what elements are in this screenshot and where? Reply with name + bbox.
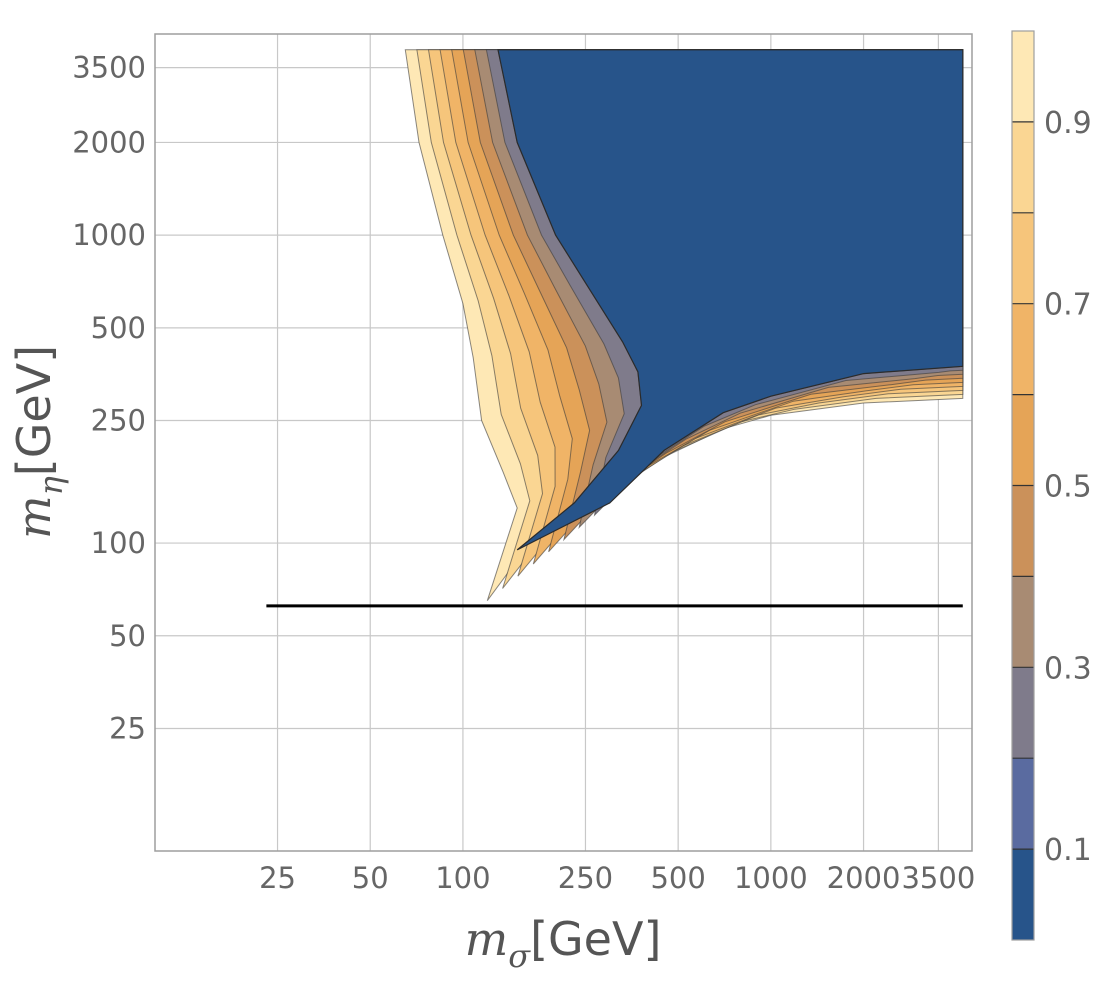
colorbar-segment-0: [1012, 849, 1034, 940]
colorbar: 0.1 0.3 0.5 0.7 0.9: [1011, 30, 1092, 941]
y-tick-label-1: 50: [109, 619, 146, 653]
x-tick-label-5: 1000: [734, 861, 808, 895]
y-tick-label-3: 250: [91, 404, 146, 438]
x-tick-label-6: 2000: [827, 861, 901, 895]
colorbar-tick-label-4: 0.9: [1044, 106, 1092, 141]
y-tick-label-7: 3500: [72, 51, 146, 85]
x-tick-label-0: 25: [259, 861, 296, 895]
colorbar-segment-1: [1012, 758, 1034, 850]
x-tick-label-3: 250: [558, 861, 613, 895]
x-tick-label-4: 500: [650, 861, 705, 895]
colorbar-tick-label-1: 0.3: [1044, 651, 1092, 686]
y-tick-labels: 25 50 100 250 500 1000 2000 3500: [72, 51, 146, 746]
x-axis-label: mσ[GeV]: [465, 912, 662, 975]
colorbar-tick-label-2: 0.5: [1044, 470, 1092, 505]
colorbar-frame: [1011, 30, 1035, 941]
y-tick-label-0: 25: [109, 711, 146, 745]
colorbar-segment-6: [1012, 303, 1034, 395]
colorbar-segment-9: [1012, 31, 1034, 122]
x-tick-label-1: 50: [352, 861, 389, 895]
colorbar-segment-4: [1012, 485, 1034, 577]
colorbar-segment-2: [1012, 667, 1034, 759]
contour-band-0: [497, 49, 964, 551]
y-tick-label-6: 2000: [72, 125, 146, 159]
colorbar-tick-label-0: 0.1: [1044, 833, 1092, 868]
y-tick-label-2: 100: [91, 526, 146, 560]
colorbar-segment-5: [1012, 394, 1034, 486]
x-tick-label-2: 100: [435, 861, 490, 895]
x-tick-labels: 25 50 100 250 500 1000 2000 3500: [259, 861, 975, 895]
colorbar-segment-3: [1012, 576, 1034, 668]
y-axis-label: mη[GeV]: [7, 345, 70, 539]
colorbar-segment-7: [1012, 212, 1034, 304]
colorbar-segment-8: [1012, 121, 1034, 213]
plot-frame: [154, 33, 973, 852]
colorbar-tick-label-3: 0.7: [1044, 288, 1092, 323]
contour-regions: [404, 49, 964, 601]
y-tick-label-4: 500: [91, 311, 146, 345]
x-tick-label-7: 3500: [901, 861, 975, 895]
y-tick-label-5: 1000: [72, 218, 146, 252]
